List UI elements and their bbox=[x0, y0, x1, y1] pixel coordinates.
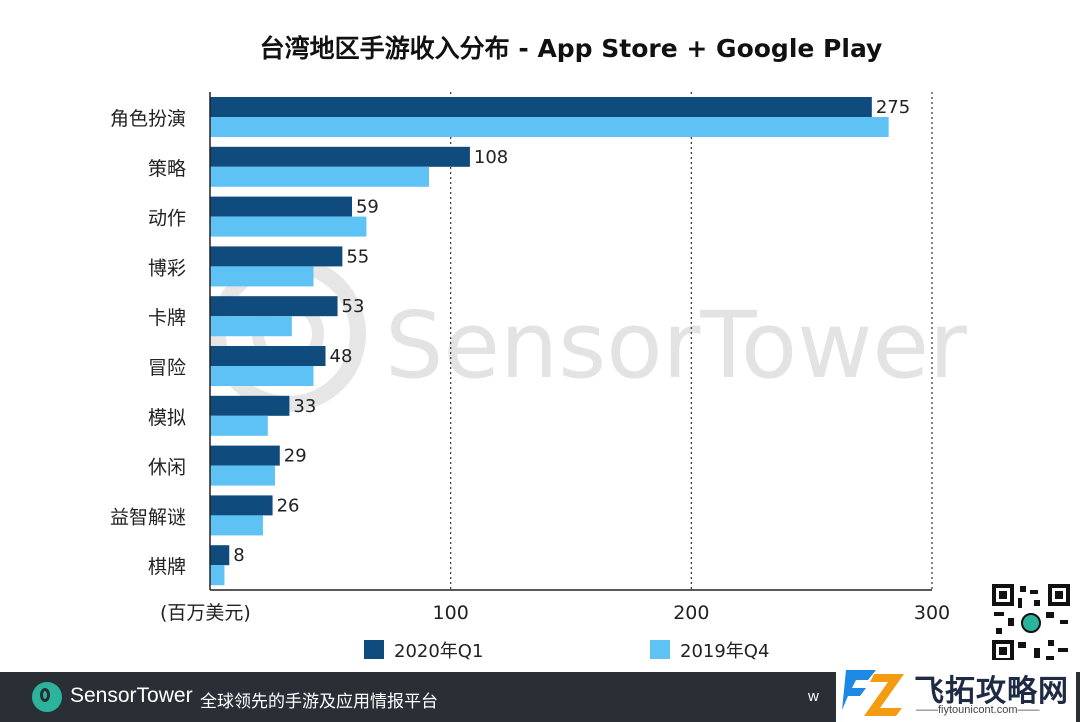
category-label: 棋牌 bbox=[148, 556, 186, 578]
bar-series-2 bbox=[210, 166, 430, 187]
data-label: 59 bbox=[356, 197, 379, 218]
bar-series-2 bbox=[210, 415, 268, 436]
site-name: 飞拓攻略网 bbox=[914, 675, 1069, 708]
data-label: 53 bbox=[342, 296, 365, 317]
bar-series-1 bbox=[210, 146, 470, 167]
data-label: 33 bbox=[293, 396, 316, 417]
qr-code-icon bbox=[990, 582, 1072, 664]
legend-swatch bbox=[364, 640, 384, 659]
data-label: 275 bbox=[876, 97, 910, 118]
legend-label: 2019年Q4 bbox=[680, 641, 769, 662]
fz-logo-icon bbox=[842, 670, 904, 716]
category-label: 休闲 bbox=[148, 457, 186, 479]
chart-title: 台湾地区手游收入分布 - App Store + Google Play bbox=[260, 34, 883, 63]
bar-series-1 bbox=[210, 296, 338, 317]
bar-series-1 bbox=[210, 495, 273, 516]
bar-series-2 bbox=[210, 465, 275, 486]
data-label: 26 bbox=[277, 495, 300, 516]
site-watermark: 飞拓攻略网 ——fiytounicont.com—— bbox=[836, 660, 1076, 722]
bar-series-1 bbox=[210, 545, 230, 566]
category-label: 角色扮演 bbox=[110, 108, 186, 130]
bar-series-2 bbox=[210, 216, 367, 237]
x-tick-label: 100 bbox=[433, 602, 469, 624]
footer-brand: SensorTower bbox=[70, 684, 193, 708]
labels-layer: 100 200 300 角色扮演 275 策略 108 动作 59 博彩 55 卡牌 53 冒险 48 模拟 3… bbox=[110, 97, 950, 624]
category-label: 冒险 bbox=[148, 357, 186, 379]
footer-url: w bbox=[808, 688, 819, 705]
footer-tagline: 全球领先的手游及应用情报平台 bbox=[200, 692, 438, 711]
watermark-layer: SensorTower bbox=[210, 256, 967, 412]
data-label: 108 bbox=[474, 147, 508, 168]
sensortower-logo-icon bbox=[32, 682, 62, 712]
bar-series-2 bbox=[210, 515, 263, 536]
bar-series-2 bbox=[210, 565, 225, 586]
category-label: 动作 bbox=[148, 208, 186, 230]
bars-layer bbox=[210, 97, 889, 586]
data-label: 29 bbox=[284, 446, 307, 467]
bar-series-1 bbox=[210, 246, 343, 267]
category-label: 卡牌 bbox=[148, 307, 186, 329]
bar-series-1 bbox=[210, 395, 290, 416]
footer-brand-part1: Sensor bbox=[70, 684, 137, 707]
data-label: 8 bbox=[233, 545, 244, 566]
bar-series-2 bbox=[210, 117, 889, 137]
data-label: 48 bbox=[330, 346, 353, 367]
grid-layer bbox=[450, 92, 933, 590]
legend: 2020年Q1 2019年Q4 bbox=[364, 640, 769, 662]
x-tick-label: 200 bbox=[673, 602, 709, 624]
bar-series-2 bbox=[210, 266, 314, 287]
data-label: 55 bbox=[346, 246, 369, 267]
bar-series-2 bbox=[210, 316, 292, 337]
legend-label: 2020年Q1 bbox=[394, 641, 483, 662]
bar-chart: SensorTower 台湾地区手游收入分布 - App Store + Goo… bbox=[110, 34, 967, 662]
category-label: 博彩 bbox=[148, 257, 186, 279]
bar-series-1 bbox=[210, 196, 352, 217]
unit-label: (百万美元) bbox=[160, 602, 251, 624]
bar-series-2 bbox=[210, 366, 314, 386]
bar-series-1 bbox=[210, 445, 280, 466]
x-tick-label: 300 bbox=[914, 602, 950, 624]
legend-swatch bbox=[650, 640, 670, 659]
bar-series-1 bbox=[210, 346, 326, 366]
footer-brand-part2: Tower bbox=[136, 684, 193, 707]
bar-series-1 bbox=[210, 97, 872, 117]
watermark-text: SensorTower bbox=[385, 292, 967, 399]
category-label: 益智解谜 bbox=[110, 506, 186, 528]
site-url: ——fiytounicont.com—— bbox=[916, 704, 1040, 716]
category-label: 策略 bbox=[148, 158, 186, 180]
category-label: 模拟 bbox=[148, 407, 186, 429]
